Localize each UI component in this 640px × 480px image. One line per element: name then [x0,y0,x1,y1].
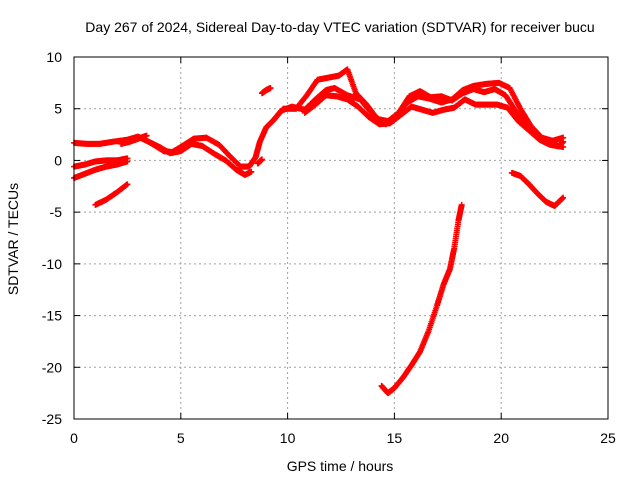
data-point [124,181,131,188]
y-tick-label: 10 [46,49,62,65]
x-tick-label: 10 [280,430,296,446]
x-tick-label: 20 [493,430,509,446]
series-track-C [301,92,567,150]
y-tick-label: -15 [42,308,62,324]
grid-lines [74,57,608,419]
chart-title: Day 267 of 2024, Sidereal Day-to-day VTE… [85,19,594,35]
series-track-K [378,201,465,397]
x-axis-title: GPS time / hours [287,458,394,474]
series-track-F [71,155,131,170]
x-tick-label: 0 [70,430,78,446]
series-track-L [508,169,567,209]
data-point [560,194,567,201]
data-point [458,201,465,208]
y-tick-label: -5 [50,204,63,220]
data-point [267,85,274,92]
axis-ticks: 0 5 10 15 20 25 -25 -20 -15 -10 -5 0 5 10 [42,49,616,446]
y-tick-label: -10 [42,256,62,272]
y-tick-label: -20 [42,359,62,375]
series-track-G [92,181,131,208]
data-point [143,132,150,139]
y-tick-label: 5 [54,101,62,117]
data-series-layer [71,66,567,397]
y-tick-label: 0 [54,152,62,168]
x-tick-label: 15 [387,430,403,446]
x-tick-label: 5 [177,430,185,446]
y-axis-title: SDTVAR / TECUs [5,183,21,295]
plot-frame [73,56,609,420]
data-point [258,156,265,163]
y-tick-label: -25 [42,411,62,427]
data-point [248,168,255,175]
series-track-D [145,138,255,178]
data-point [560,143,567,150]
series-track-A [71,79,567,170]
series-track-J [258,85,274,97]
data-point [124,155,131,162]
x-tick-label: 25 [600,430,616,446]
data-point [560,138,567,145]
series-track-I [254,156,265,167]
series-track-H [117,132,150,147]
